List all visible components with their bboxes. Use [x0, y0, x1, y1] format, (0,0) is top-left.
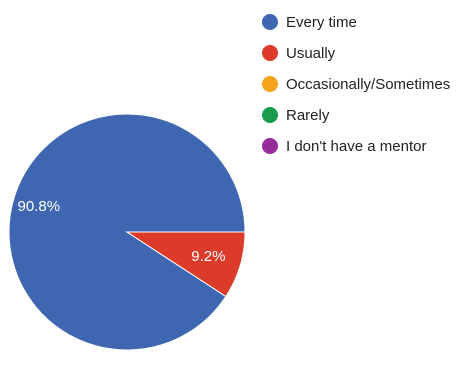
legend-label-3: Rarely: [286, 107, 330, 124]
legend-swatch-4: [262, 138, 278, 154]
legend: Every time Usually Occasionally/Sometimes R…: [262, 14, 450, 155]
pie-slice-labels: 90.8% 9.2%: [18, 198, 226, 265]
legend-label-4: I don't have a mentor: [286, 138, 426, 155]
legend-swatch-3: [262, 107, 278, 123]
slice-label-1: 9.2%: [191, 248, 225, 265]
slice-label-0: 90.8%: [18, 198, 61, 215]
legend-label-1: Usually: [286, 45, 336, 62]
legend-swatch-0: [262, 14, 278, 30]
pie-slices: [8, 113, 246, 351]
legend-label-2: Occasionally/Sometimes: [286, 76, 450, 93]
legend-swatch-1: [262, 45, 278, 61]
legend-label-0: Every time: [286, 14, 357, 31]
pie-slice-1: [125, 231, 246, 298]
legend-swatch-2: [262, 76, 278, 92]
